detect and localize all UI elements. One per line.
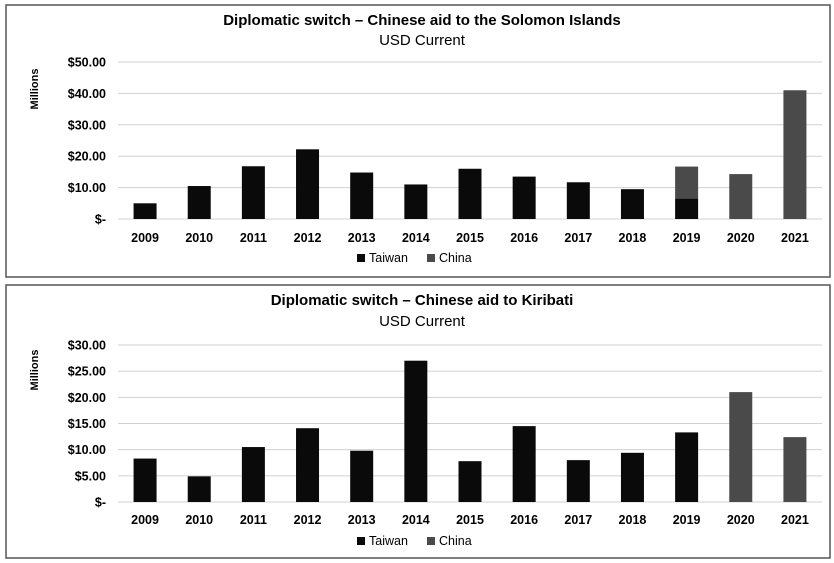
bar-china-2019: [675, 166, 699, 199]
y-tick-label: $20.00: [68, 391, 106, 405]
y-tick-label: $-: [95, 213, 106, 227]
bar-china-2020: [729, 392, 753, 502]
y-tick-label: $10.00: [68, 181, 106, 195]
x-tick-label: 2018: [619, 513, 647, 527]
x-tick-label: 2011: [240, 513, 267, 527]
x-tick-label: 2014: [402, 231, 430, 245]
chart-1-frame: [5, 4, 831, 278]
x-tick-label: 2012: [294, 513, 322, 527]
bar-taiwan-2018: [620, 452, 644, 502]
legend-label-taiwan: Taiwan: [369, 251, 408, 265]
legend-swatch-china: [427, 254, 435, 262]
y-tick-label: $30.00: [68, 118, 106, 132]
bar-taiwan-2011: [241, 166, 265, 219]
x-tick-label: 2009: [131, 513, 159, 527]
y-tick-label: $30.00: [68, 339, 106, 353]
x-tick-label: 2012: [294, 231, 322, 245]
bar-taiwan-2010: [187, 476, 211, 502]
y-tick-label: $20.00: [68, 150, 106, 164]
x-tick-label: 2021: [781, 231, 809, 245]
legend-swatch-taiwan: [357, 254, 365, 262]
x-tick-label: 2019: [673, 231, 701, 245]
bar-taiwan-2014: [404, 184, 428, 219]
x-tick-label: 2020: [727, 513, 755, 527]
x-tick-label: 2014: [402, 513, 430, 527]
x-tick-label: 2013: [348, 513, 376, 527]
bar-taiwan-2015: [458, 461, 482, 502]
legend-swatch-taiwan: [357, 537, 365, 545]
bar-taiwan-2018: [620, 189, 644, 219]
chart-1-title: Diplomatic switch – Chinese aid to the S…: [223, 12, 621, 29]
x-tick-label: 2020: [727, 231, 755, 245]
x-tick-label: 2017: [564, 231, 592, 245]
chart-2-title: Diplomatic switch – Chinese aid to Kirib…: [271, 292, 574, 309]
x-tick-label: 2016: [510, 231, 538, 245]
legend-swatch-china: [427, 537, 435, 545]
y-tick-label: $40.00: [68, 87, 106, 101]
bar-taiwan-2017: [566, 182, 590, 219]
bar-taiwan-2016: [512, 426, 536, 502]
y-tick-label: $50.00: [68, 56, 106, 70]
bar-china-2021: [783, 437, 807, 502]
y-tick-label: $25.00: [68, 365, 106, 379]
bar-taiwan-2014: [404, 360, 428, 502]
x-tick-label: 2019: [673, 513, 701, 527]
bar-taiwan-2009: [133, 458, 157, 502]
x-tick-label: 2018: [619, 231, 647, 245]
y-tick-label: $-: [95, 496, 106, 510]
chart-1-y-axis-label: Millions: [29, 69, 41, 110]
x-tick-label: 2015: [456, 513, 484, 527]
bar-taiwan-2013: [350, 450, 374, 502]
chart-2-y-axis-label: Millions: [29, 350, 41, 391]
bar-taiwan-2019: [675, 432, 699, 502]
bar-taiwan-2012: [296, 428, 320, 502]
bar-taiwan-2017: [566, 460, 590, 502]
bar-taiwan-2012: [296, 149, 320, 219]
bar-taiwan-2009: [133, 203, 157, 219]
legend-label-taiwan: Taiwan: [369, 534, 408, 548]
bar-china-2020: [729, 174, 753, 219]
legend-label-china: China: [439, 534, 472, 548]
chart-2-subtitle: USD Current: [379, 313, 466, 330]
bar-taiwan-2019: [675, 198, 699, 219]
x-tick-label: 2013: [348, 231, 376, 245]
x-tick-label: 2009: [131, 231, 159, 245]
bar-taiwan-2011: [241, 447, 265, 502]
bar-china-2021: [783, 90, 807, 219]
x-tick-label: 2011: [240, 231, 267, 245]
legend-label-china: China: [439, 251, 472, 265]
chart-1-subtitle: USD Current: [379, 32, 466, 49]
x-tick-label: 2016: [510, 513, 538, 527]
bar-taiwan-2016: [512, 176, 536, 219]
y-tick-label: $5.00: [75, 469, 106, 483]
x-tick-label: 2021: [781, 513, 809, 527]
x-tick-label: 2010: [185, 513, 213, 527]
chart-1-plot: $- $10.00 $20.00 $30.00 $40.00 $50.00 2009 2010…: [68, 56, 822, 265]
y-tick-label: $10.00: [68, 443, 106, 457]
chart-2-plot: $- $5.00 $10.00 $15.00 $20.00 $25.00 $30.00 200…: [68, 339, 822, 548]
bar-taiwan-2013: [350, 172, 374, 219]
x-tick-label: 2017: [564, 513, 592, 527]
bar-taiwan-2010: [187, 186, 211, 219]
bar-taiwan-2015: [458, 168, 482, 219]
x-tick-label: 2010: [185, 231, 213, 245]
y-tick-label: $15.00: [68, 417, 106, 431]
x-tick-label: 2015: [456, 231, 484, 245]
